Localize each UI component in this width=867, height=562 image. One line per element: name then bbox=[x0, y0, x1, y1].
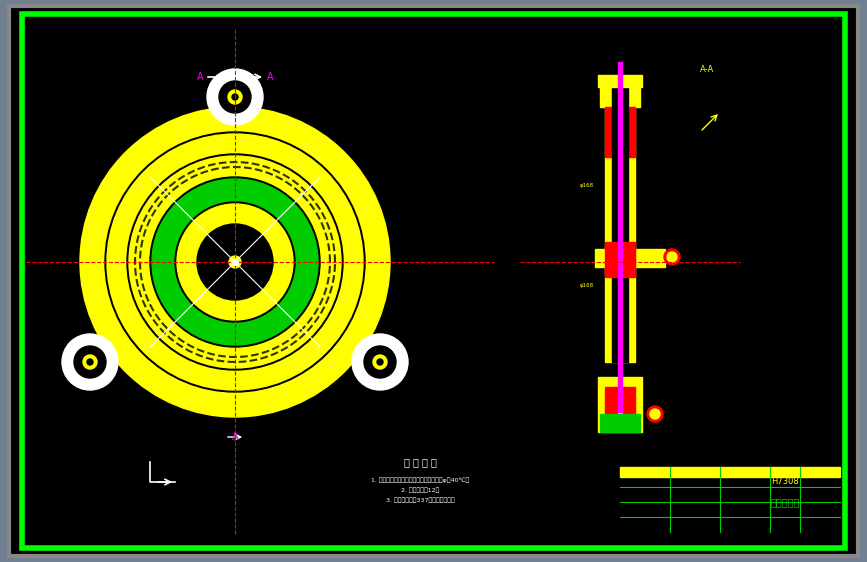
Text: A-A: A-A bbox=[700, 65, 714, 74]
Circle shape bbox=[667, 252, 677, 262]
Bar bbox=[605, 242, 617, 277]
Bar bbox=[600, 414, 640, 432]
Bar bbox=[612, 87, 628, 362]
Circle shape bbox=[127, 154, 343, 370]
Circle shape bbox=[83, 355, 97, 369]
Text: 3. 允许生生差数337组件止产为工。: 3. 允许生生差数337组件止产为工。 bbox=[386, 497, 454, 503]
Bar bbox=[598, 377, 642, 432]
Bar bbox=[598, 75, 642, 87]
Circle shape bbox=[647, 406, 663, 422]
FancyArrow shape bbox=[334, 318, 369, 367]
Circle shape bbox=[232, 94, 238, 100]
Circle shape bbox=[87, 359, 93, 365]
Bar bbox=[600, 82, 640, 107]
Text: 离合器压盘: 离合器压盘 bbox=[770, 497, 799, 507]
Text: A: A bbox=[197, 72, 204, 82]
Circle shape bbox=[105, 132, 365, 392]
Circle shape bbox=[364, 346, 396, 378]
Circle shape bbox=[207, 69, 263, 125]
Bar bbox=[623, 387, 635, 422]
Bar bbox=[605, 387, 617, 422]
Bar bbox=[623, 107, 635, 157]
Circle shape bbox=[62, 334, 118, 390]
Bar bbox=[623, 242, 635, 277]
Text: φ168: φ168 bbox=[580, 183, 594, 188]
Circle shape bbox=[377, 359, 383, 365]
Text: A: A bbox=[267, 72, 273, 82]
Text: H7308: H7308 bbox=[771, 478, 799, 487]
Text: 2. 未标记螺是12；: 2. 未标记螺是12； bbox=[401, 487, 440, 493]
Text: φ168: φ168 bbox=[580, 283, 594, 288]
Circle shape bbox=[219, 81, 251, 113]
Circle shape bbox=[175, 202, 295, 322]
Bar bbox=[620, 467, 840, 532]
Circle shape bbox=[150, 177, 320, 347]
Circle shape bbox=[80, 107, 390, 417]
Bar bbox=[595, 249, 665, 267]
Circle shape bbox=[177, 204, 293, 320]
Bar bbox=[605, 107, 617, 157]
Text: 1. 离合器修车一次制压高的管外不良超线φ～40℃；: 1. 离合器修车一次制压高的管外不良超线φ～40℃； bbox=[371, 477, 469, 483]
Circle shape bbox=[664, 249, 680, 265]
Circle shape bbox=[373, 355, 387, 369]
Circle shape bbox=[197, 224, 273, 300]
Circle shape bbox=[229, 256, 241, 268]
Circle shape bbox=[129, 156, 341, 368]
Circle shape bbox=[74, 346, 106, 378]
Circle shape bbox=[107, 134, 363, 390]
Circle shape bbox=[352, 334, 408, 390]
FancyArrow shape bbox=[101, 318, 136, 367]
Bar bbox=[620, 467, 840, 477]
Circle shape bbox=[152, 179, 318, 345]
Circle shape bbox=[650, 409, 660, 419]
Text: 技 术 要 求: 技 术 要 求 bbox=[403, 457, 436, 467]
FancyArrow shape bbox=[205, 117, 265, 132]
Bar bbox=[618, 62, 622, 412]
Circle shape bbox=[228, 90, 242, 104]
Bar bbox=[605, 87, 635, 362]
Text: A: A bbox=[231, 432, 238, 442]
